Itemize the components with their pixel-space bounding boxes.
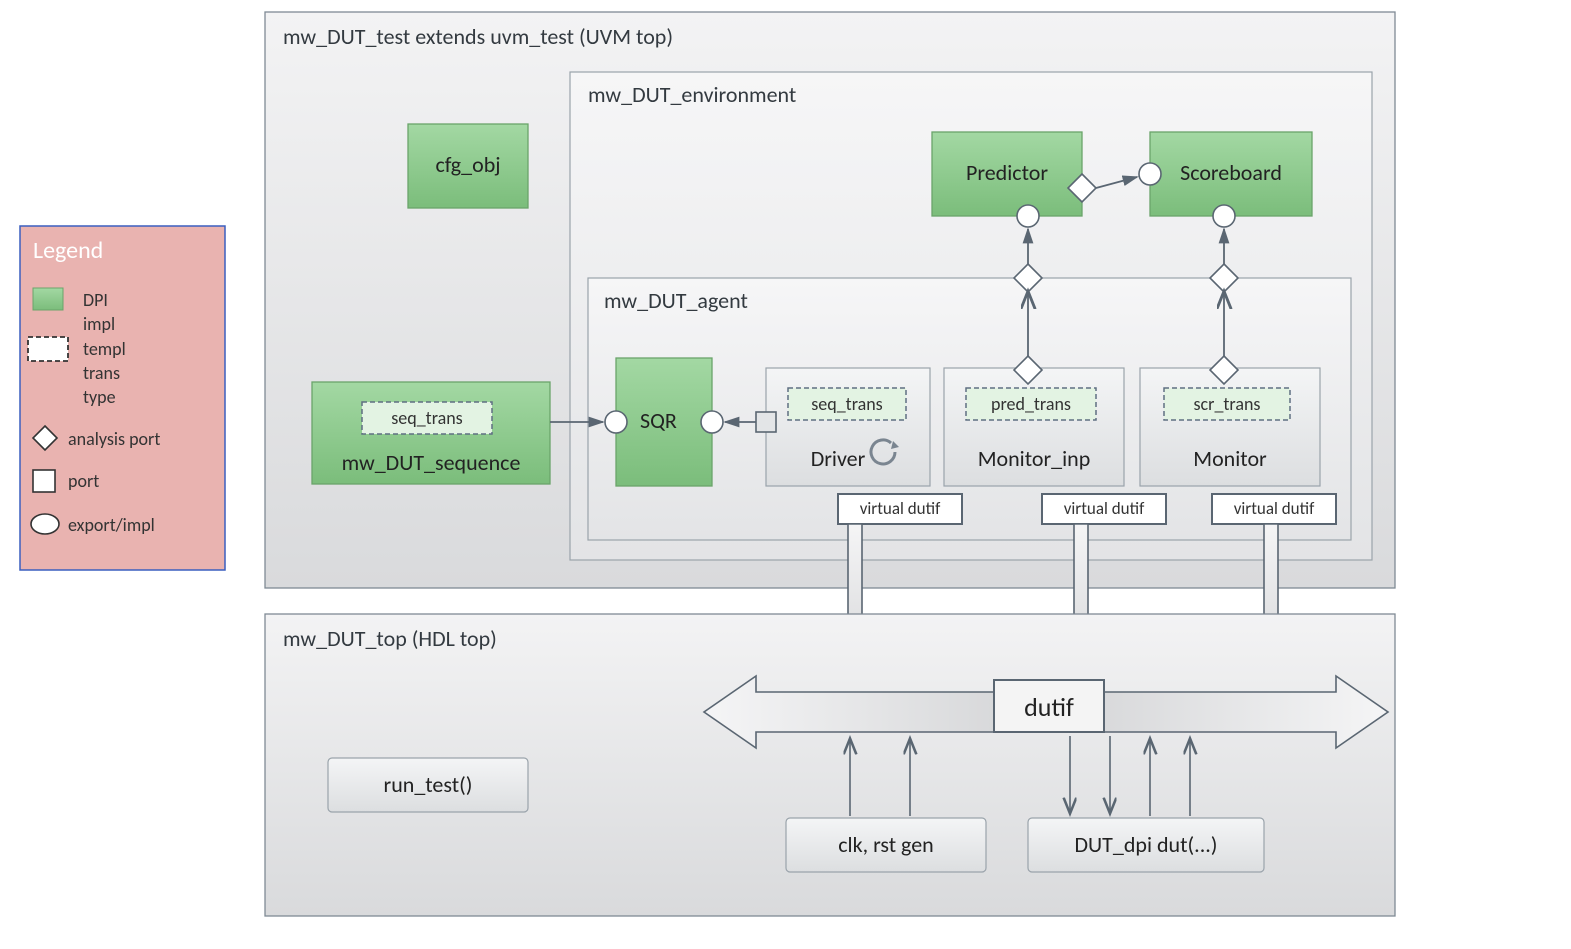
driver-label: Driver bbox=[811, 445, 866, 472]
predictor-label: Predictor bbox=[966, 159, 1048, 186]
hdl-top-panel: mw_DUT_top (HDL top) run_test() dutif cl… bbox=[265, 614, 1395, 916]
dutif-label: dutif bbox=[1024, 691, 1074, 723]
environment-panel: mw_DUT_environment Predictor Scoreboard bbox=[570, 72, 1372, 560]
sequence-label: mw_DUT_sequence bbox=[342, 449, 521, 476]
monitor-inp-node: pred_trans Monitor_inp bbox=[944, 368, 1124, 486]
legend-impl-label: impl bbox=[83, 313, 115, 335]
sqr-right-export-icon bbox=[701, 411, 723, 433]
clk-rst-label: clk, rst gen bbox=[838, 831, 934, 858]
legend-panel: Legend DPI impl templ trans type analysi… bbox=[20, 226, 225, 570]
vdutif-2-label: virtual dutif bbox=[1064, 498, 1145, 519]
sqr-left-export-icon bbox=[605, 411, 627, 433]
vdutif-1: virtual dutif bbox=[838, 494, 962, 524]
run-test-label: run_test() bbox=[384, 771, 473, 798]
monitor-inp-label: Monitor_inp bbox=[978, 445, 1091, 472]
environment-title: mw_DUT_environment bbox=[588, 81, 796, 108]
sqr-node: SQR bbox=[616, 358, 712, 486]
legend-dpi-swatch bbox=[33, 288, 63, 310]
driver-port-icon bbox=[756, 412, 776, 432]
monitor-node: scr_trans Monitor bbox=[1140, 368, 1320, 486]
scoreboard-bottom-export-icon bbox=[1213, 205, 1235, 227]
legend-square-icon bbox=[33, 470, 55, 492]
uvm-test-title: mw_DUT_test extends uvm_test (UVM top) bbox=[283, 23, 673, 50]
run-test-node: run_test() bbox=[328, 758, 528, 812]
dut-dpi-node: DUT_dpi dut(...) bbox=[1028, 818, 1264, 872]
scoreboard-label: Scoreboard bbox=[1180, 159, 1282, 186]
vdutif-3-label: virtual dutif bbox=[1234, 498, 1315, 519]
legend-port-label: port bbox=[68, 470, 99, 492]
vdutif-3: virtual dutif bbox=[1212, 494, 1336, 524]
legend-export-impl-label: export/impl bbox=[68, 514, 155, 536]
clk-rst-node: clk, rst gen bbox=[786, 818, 986, 872]
cfg-obj-label: cfg_obj bbox=[435, 151, 500, 178]
legend-title: Legend bbox=[33, 236, 103, 265]
monitor-label: Monitor bbox=[1193, 445, 1267, 472]
sequence-node: seq_trans mw_DUT_sequence bbox=[312, 382, 550, 484]
legend-templ-swatch bbox=[28, 337, 68, 361]
vdutif-1-label: virtual dutif bbox=[860, 498, 941, 519]
dut-dpi-label: DUT_dpi dut(...) bbox=[1075, 831, 1218, 858]
agent-title: mw_DUT_agent bbox=[604, 287, 748, 314]
pred-trans-label: pred_trans bbox=[991, 393, 1071, 415]
cfg-obj-node: cfg_obj bbox=[408, 124, 528, 208]
seq-trans-2-label: seq_trans bbox=[811, 393, 882, 415]
legend-dpi-label: DPI bbox=[83, 289, 108, 311]
legend-templ-label: templ bbox=[83, 338, 126, 360]
legend-analysis-port-label: analysis port bbox=[68, 428, 160, 450]
vdutif-2: virtual dutif bbox=[1042, 494, 1166, 524]
hdl-top-title: mw_DUT_top (HDL top) bbox=[283, 625, 497, 652]
scoreboard-node: Scoreboard bbox=[1150, 132, 1312, 216]
scoreboard-left-export-icon bbox=[1139, 163, 1161, 185]
seq-trans-1-label: seq_trans bbox=[391, 407, 462, 429]
legend-ellipse-icon bbox=[31, 514, 59, 534]
legend-type-label: type bbox=[83, 386, 116, 408]
scr-trans-label: scr_trans bbox=[1194, 393, 1261, 415]
predictor-export-icon bbox=[1017, 205, 1039, 227]
legend-trans-label: trans bbox=[83, 362, 120, 384]
uvm-test-panel: mw_DUT_test extends uvm_test (UVM top) c… bbox=[265, 12, 1395, 588]
driver-node: seq_trans Driver bbox=[766, 368, 930, 486]
sqr-label: SQR bbox=[640, 407, 677, 434]
predictor-node: Predictor bbox=[932, 132, 1082, 216]
